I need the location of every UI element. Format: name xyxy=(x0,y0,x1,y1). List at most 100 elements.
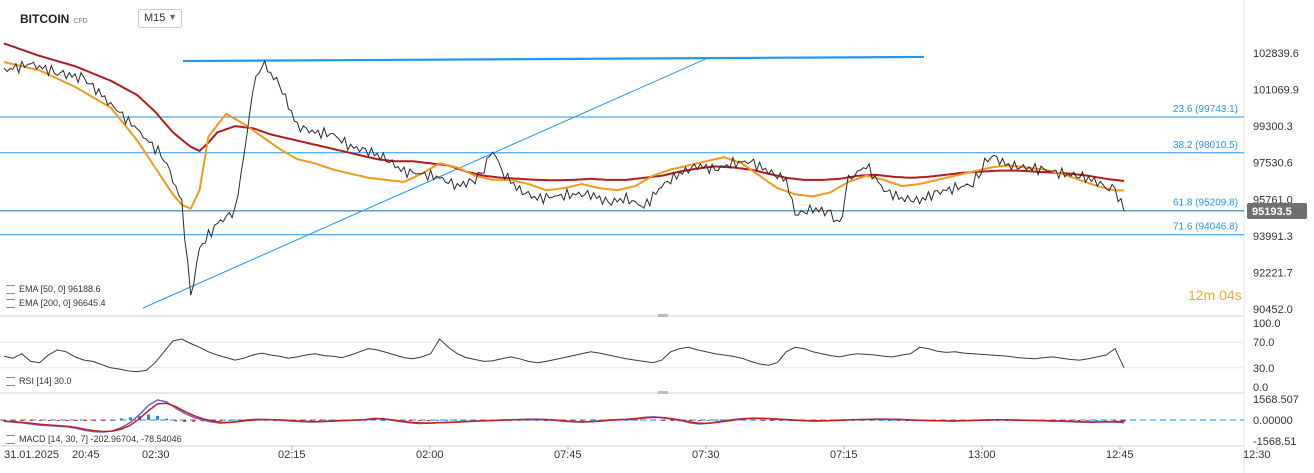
timeframe-select[interactable]: M15 ▼ xyxy=(138,9,182,28)
macd-histogram-bar xyxy=(92,420,96,422)
macd-histogram-bar xyxy=(156,415,160,420)
macd-histogram-bar xyxy=(56,420,60,421)
macd-axis-label: 0.00000 xyxy=(1253,415,1293,427)
fib-level-label: 23.6 (99743.1) xyxy=(1173,104,1238,115)
macd-histogram-bar xyxy=(454,419,458,421)
time-axis-label: 07:15 xyxy=(830,449,858,461)
time-axis-label: 31.01.2025 xyxy=(4,449,59,461)
macd-histogram-bar xyxy=(101,420,105,421)
price-axis-label: 90452.0 xyxy=(1253,304,1293,316)
macd-histogram-bar xyxy=(1068,420,1072,421)
macd-histogram-bar xyxy=(1113,420,1117,421)
rsi-axis-label: 100.0 xyxy=(1253,318,1281,330)
ema200-line xyxy=(3,42,1125,182)
macd-histogram-bar xyxy=(273,420,277,421)
time-axis-label: 07:30 xyxy=(692,449,720,461)
macd-histogram-bar xyxy=(417,420,421,421)
macd-histogram-bar xyxy=(38,420,42,421)
ema200-legend-text: EMA [200, 0] 96645.4 xyxy=(19,298,106,308)
macd-histogram-bar xyxy=(1077,420,1081,421)
symbol-name: BITCOIN xyxy=(20,12,70,26)
macd-histogram-bar xyxy=(183,420,187,423)
rsi-axis-label: 0.0 xyxy=(1253,382,1268,394)
time-axis-label: 13:00 xyxy=(968,449,996,461)
macd-histogram-bar xyxy=(625,419,629,421)
macd-axis-label: 1568.507 xyxy=(1253,394,1299,406)
macd-histogram-bar xyxy=(83,420,87,422)
macd-histogram-bar xyxy=(264,419,268,421)
macd-histogram-bar xyxy=(752,419,756,421)
price-axis-label: 93991.3 xyxy=(1253,231,1293,243)
macd-histogram-bar xyxy=(128,417,132,420)
macd-histogram-bar xyxy=(47,420,51,421)
countdown-m-unit: m xyxy=(1203,287,1216,303)
price-axis-label: 101069.9 xyxy=(1253,85,1299,97)
macd-histogram-bar xyxy=(2,420,6,421)
rsi-axis-label: 30.0 xyxy=(1253,363,1274,375)
ema200-legend[interactable]: EMA [200, 0] 96645.4 xyxy=(6,298,106,309)
macd-histogram-bar xyxy=(544,420,548,421)
timeframe-value: M15 xyxy=(144,12,166,24)
price-axis-label: 92221.7 xyxy=(1253,267,1293,279)
macd-histogram-bar xyxy=(165,418,169,420)
macd-histogram-bar xyxy=(408,420,412,421)
ema50-line xyxy=(3,61,1124,211)
macd-histogram-bar xyxy=(327,419,331,421)
macd-histogram-bar xyxy=(147,414,151,420)
macd-histogram-bar xyxy=(688,420,692,421)
countdown-seconds: 04 xyxy=(1219,287,1235,303)
rsi-axis-label: 70.0 xyxy=(1253,337,1274,349)
macd-histogram-bar xyxy=(74,420,78,421)
macd-histogram-bar xyxy=(463,419,467,421)
current-price-tag xyxy=(1247,203,1307,220)
macd-histogram-bar xyxy=(643,419,647,421)
macd-histogram-bar xyxy=(110,419,114,421)
macd-histogram-bar xyxy=(661,420,665,421)
macd-histogram-bar xyxy=(436,419,440,421)
time-axis-label: 02:15 xyxy=(278,449,306,461)
time-axis-label: 20:45 xyxy=(72,449,100,461)
macd-histogram-bar xyxy=(372,419,376,421)
macd-histogram-bar xyxy=(670,420,674,421)
price-line xyxy=(3,59,1125,296)
macd-histogram-bar xyxy=(589,419,593,421)
macd-histogram-bar xyxy=(472,419,476,421)
macd-legend-text: MACD [14, 30, 7] -202.96704, -78.54046 xyxy=(19,434,182,444)
macd-histogram-bar xyxy=(535,419,539,421)
countdown-minutes: 12 xyxy=(1188,287,1204,303)
rsi-line xyxy=(3,338,1125,373)
macd-histogram-bar xyxy=(770,420,774,421)
symbol-title[interactable]: BITCOIN CFD xyxy=(20,12,88,26)
ema50-legend[interactable]: EMA [50, 0] 96188.6 xyxy=(6,284,101,295)
macd-signal-line xyxy=(3,402,1125,433)
macd-histogram-bar xyxy=(652,419,656,421)
price-axis-label: 97530.6 xyxy=(1253,158,1293,170)
time-axis-label: 12:45 xyxy=(1106,449,1134,461)
instrument-type: CFD xyxy=(73,18,88,25)
macd-histogram-bar xyxy=(697,420,701,421)
time-axis-label: 02:00 xyxy=(416,449,444,461)
rsi-legend-text: RSI [14] 30.0 xyxy=(19,376,72,386)
price-axis-label: 102839.6 xyxy=(1253,48,1299,60)
macd-histogram-bar xyxy=(869,419,873,421)
chevron-down-icon: ▼ xyxy=(168,12,177,22)
macd-histogram-bar xyxy=(174,420,178,422)
macd-histogram-bar xyxy=(65,420,69,421)
macd-histogram-bar xyxy=(20,420,24,421)
macd-histogram-bar xyxy=(11,420,15,421)
macd-histogram-bar xyxy=(571,420,575,421)
macd-histogram-bar xyxy=(29,420,33,421)
macd-histogram-bar xyxy=(779,420,783,421)
macd-legend[interactable]: MACD [14, 30, 7] -202.96704, -78.54046 xyxy=(6,434,182,445)
macd-histogram-bar xyxy=(192,420,196,422)
macd-histogram-bar xyxy=(309,420,313,421)
macd-histogram-bar xyxy=(887,419,891,421)
fib-level-label: 38.2 (98010.5) xyxy=(1173,140,1238,151)
macd-histogram-bar xyxy=(716,419,720,421)
macd-histogram-bar xyxy=(318,420,322,421)
macd-histogram-bar xyxy=(743,419,747,421)
time-axis-label: 07:45 xyxy=(554,449,582,461)
rsi-legend[interactable]: RSI [14] 30.0 xyxy=(6,376,72,387)
